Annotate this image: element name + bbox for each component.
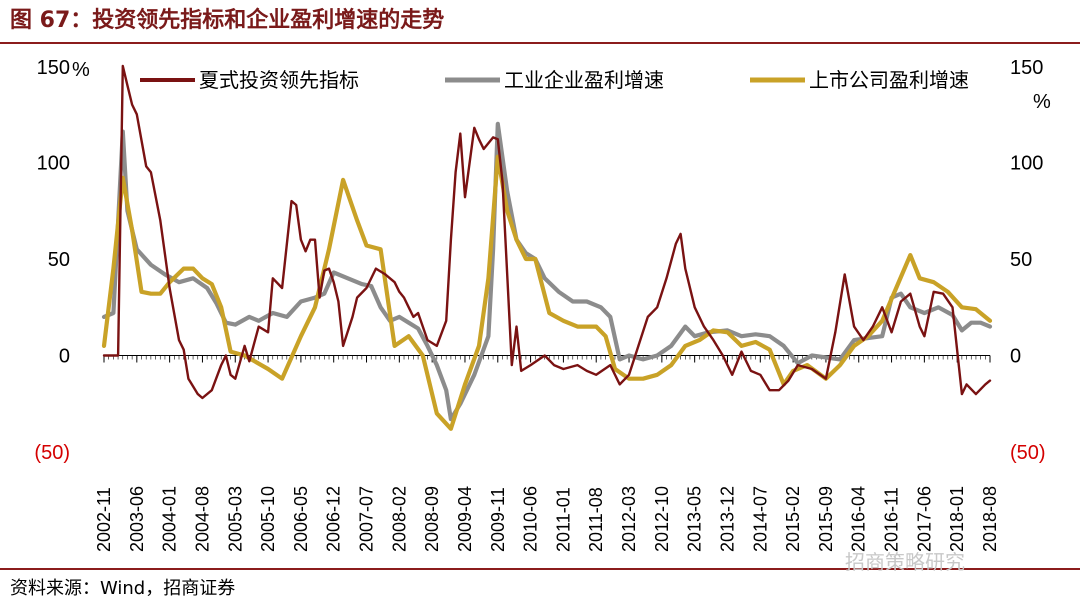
y-left-tick-label: 100: [37, 153, 70, 175]
x-tick-label: 2013-12: [717, 486, 737, 552]
x-tick-label: 2008-02: [389, 486, 409, 552]
chart-axes: 2002-11 2003-06 2004-01 2004-08 2005-03 2005-…: [34, 57, 1051, 552]
legend-label-1: 工业企业盈利增速: [504, 68, 664, 92]
x-tick-label: 2005-03: [225, 486, 245, 552]
x-tick-label: 2004-01: [160, 486, 180, 552]
x-tick-label: 2006-12: [324, 486, 344, 552]
y-right-tick-label: 0: [1010, 346, 1021, 368]
x-tick-label: 2009-04: [455, 486, 475, 552]
x-tick-label: 2011-01: [553, 487, 573, 552]
x-tick-label: 2003-06: [127, 486, 147, 552]
y-left-tick-label: 50: [48, 249, 70, 271]
series-line-1: [101, 121, 993, 422]
x-tick-label: 2011-08: [586, 487, 606, 552]
footer-rule: [0, 568, 1080, 570]
x-tick-label: 2017-06: [914, 486, 934, 552]
y-left-tick-label: 0: [59, 346, 70, 368]
x-tick-label: 2008-09: [422, 486, 442, 552]
figure-title: 图 67：投资领先指标和企业盈利增速的走势: [10, 8, 445, 33]
title-rule: [0, 42, 1080, 44]
y-right-unit: %: [1033, 91, 1051, 113]
y-right-tick-label: 150: [1010, 57, 1043, 79]
watermark: 招商策略研究: [845, 550, 965, 574]
y-left-unit: %: [72, 59, 90, 81]
x-tick-label: 2015-09: [816, 486, 836, 552]
x-tick-label: 2007-07: [357, 486, 377, 552]
chart-series: [101, 64, 993, 431]
x-tick-label: 2006-05: [291, 486, 311, 552]
x-tick-label: 2012-10: [652, 486, 672, 552]
series-line-0: [102, 64, 992, 400]
x-tick-label: 2016-04: [849, 486, 869, 552]
y-right-tick-label: 50: [1010, 249, 1032, 271]
x-tick-label: 2018-01: [947, 486, 967, 552]
x-tick-label: 2004-08: [192, 486, 212, 552]
x-tick-label: 2014-07: [750, 486, 770, 552]
x-tick-label: 2002-11: [94, 487, 114, 552]
x-tick-label: 2013-05: [685, 486, 705, 552]
y-left-tick-label: (50): [34, 442, 70, 464]
source-note: 资料来源：Wind，招商证券: [10, 578, 236, 599]
x-tick-label: 2018-08: [980, 486, 1000, 552]
legend-label-2: 上市公司盈利增速: [809, 68, 969, 92]
y-right-tick-label: (50): [1010, 442, 1046, 464]
series-line-2: [101, 154, 993, 431]
x-tick-label: 2015-02: [783, 486, 803, 552]
x-tick-label: 2012-03: [619, 486, 639, 552]
chart-legend: 夏式投资领先指标 工业企业盈利增速 上市公司盈利增速: [140, 68, 969, 92]
x-tick-label: 2005-10: [258, 486, 278, 552]
x-tick-label: 2016-11: [882, 487, 902, 552]
x-tick-label: 2010-06: [521, 486, 541, 552]
x-tick-label: 2009-11: [488, 487, 508, 552]
y-left-tick-label: 150: [37, 57, 70, 79]
y-right-tick-label: 100: [1010, 153, 1043, 175]
legend-label-0: 夏式投资领先指标: [199, 68, 359, 92]
